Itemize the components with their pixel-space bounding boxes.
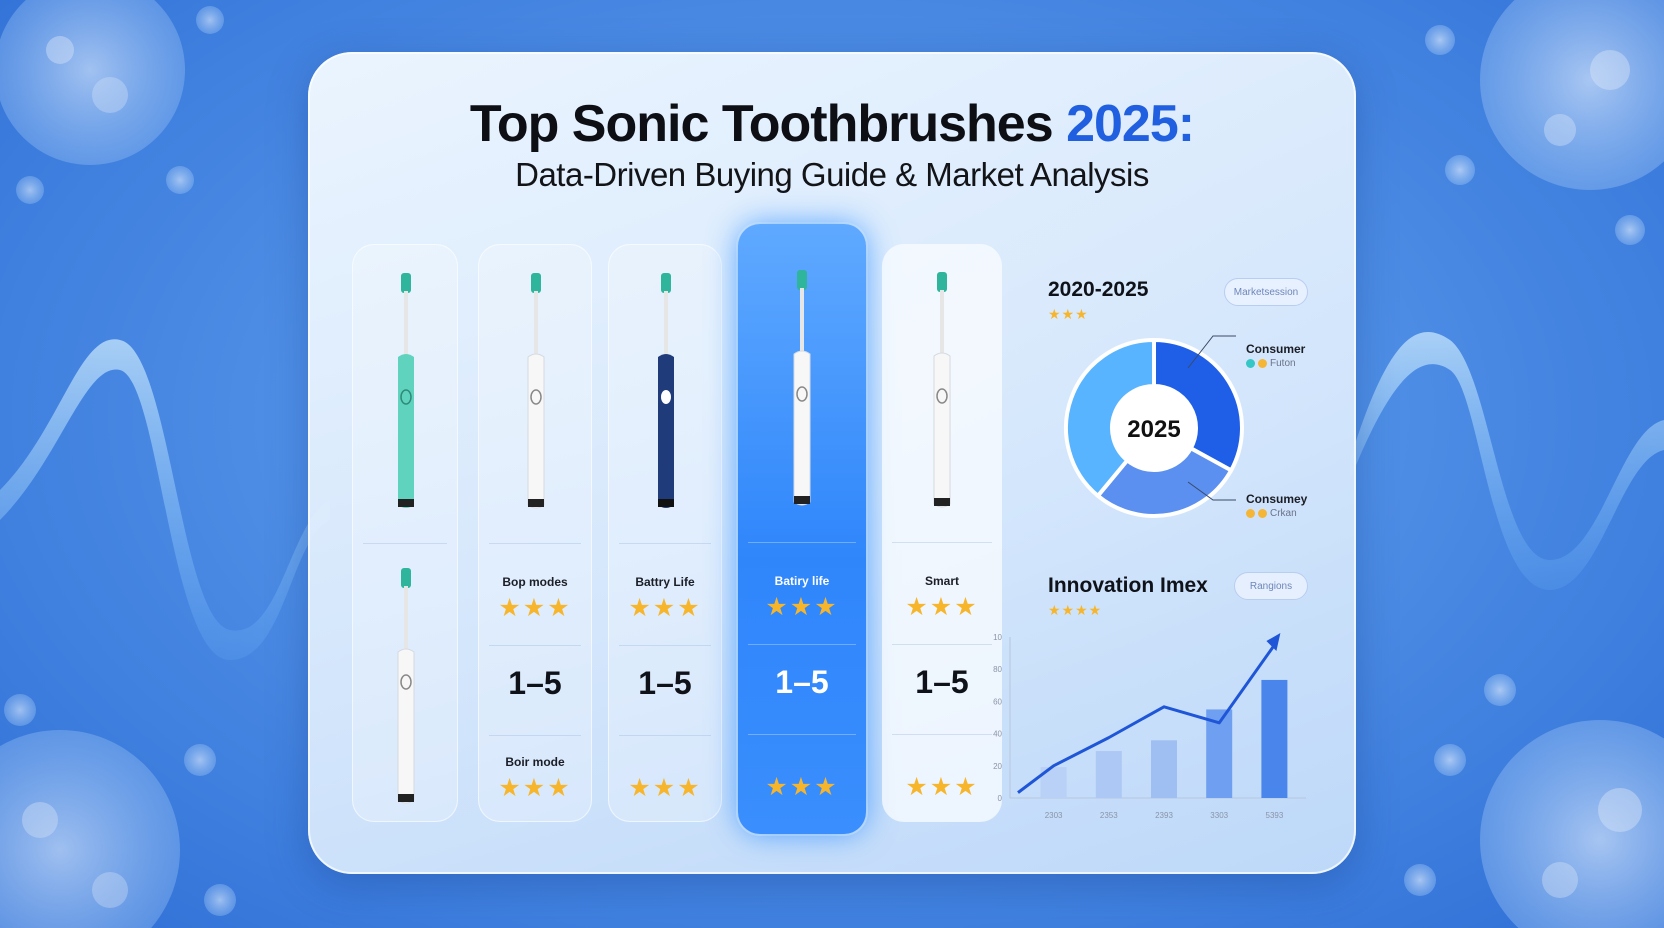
x-tick-label: 2353: [1100, 811, 1118, 820]
rating-range: 1–5: [775, 664, 829, 700]
feature-label: Bop modes: [502, 575, 568, 589]
rating-stars: ★★★: [905, 593, 979, 621]
y-tick-label: 80: [993, 665, 1002, 674]
toothbrush-white-icon: [527, 273, 545, 509]
virus-icon-top-right: [1425, 0, 1664, 245]
product-column-3[interactable]: Battry Life ★★★ 1–5 ★★★: [608, 244, 722, 822]
x-tick-label: 2303: [1045, 811, 1063, 820]
main-panel: Top Sonic Toothbrushes 2025: Data-Driven…: [308, 52, 1356, 874]
legend-leader-line: [1187, 481, 1236, 501]
rating-stars: ★★★: [628, 774, 702, 802]
legend-leader-line: [1187, 335, 1236, 369]
rating-stars: ★★★: [628, 594, 702, 622]
innovation-title: Innovation Imex: [1048, 574, 1208, 597]
page-subtitle: Data-Driven Buying Guide & Market Analys…: [515, 156, 1149, 193]
product-column-1[interactable]: [352, 244, 458, 822]
x-tick-label: 5393: [1266, 811, 1284, 820]
y-tick-label: 40: [993, 730, 1002, 739]
virus-icon-bottom-left: [0, 694, 236, 928]
legend-item-label: Consumey: [1246, 492, 1308, 506]
bar: [1095, 751, 1122, 798]
product-column-2[interactable]: Bop modes ★★★ 1–5 Boir mode ★★★: [478, 244, 592, 822]
toothbrush-white-icon: [397, 568, 415, 804]
legend-item-sublabel: Crkan: [1246, 508, 1297, 519]
sound-wave-left: [0, 339, 330, 660]
y-tick-label: 0: [998, 794, 1003, 803]
trend-line: [1017, 644, 1276, 794]
rating-stars: ★★★: [765, 773, 839, 801]
bar: [1151, 740, 1177, 798]
innovation-stars: ★★★★: [1048, 602, 1103, 618]
rating-stars: ★★★: [498, 594, 572, 622]
rating-stars: ★★★: [498, 774, 572, 802]
x-tick-label: 3303: [1210, 811, 1228, 820]
product-column-5[interactable]: Smart ★★★ 1–5 ★★★: [882, 244, 1002, 822]
innovation-pill[interactable]: Rangions: [1234, 572, 1308, 600]
toothbrush-teal-icon: [398, 273, 414, 508]
market-share-pill[interactable]: Marketsession: [1224, 278, 1308, 306]
rating-range: 1–5: [915, 664, 969, 700]
rating-range: 1–5: [508, 665, 562, 701]
feature-label: Batiry life: [774, 574, 830, 588]
page-title: Top Sonic Toothbrushes 2025:: [469, 95, 1195, 153]
virus-icon-bottom-right: [1404, 674, 1664, 928]
rating-stars: ★★★: [905, 773, 979, 801]
feature-label: Battry Life: [635, 575, 695, 589]
pie-slice: [1064, 337, 1156, 499]
y-tick-label: 20: [993, 762, 1002, 771]
rating-stars: ★★★: [765, 593, 839, 621]
toothbrush-white-icon: [793, 270, 811, 506]
rating-range: 1–5: [638, 665, 692, 701]
toothbrush-navy-icon: [658, 273, 674, 508]
legend-item-label: Consumer: [1246, 342, 1306, 356]
donut-center: [1112, 386, 1196, 470]
y-tick-label: 60: [993, 697, 1002, 706]
market-share-title: 2020-2025: [1048, 278, 1149, 301]
market-share-donut-chart: 2025: [1064, 335, 1244, 518]
legend-item-sublabel: Futon: [1246, 358, 1296, 369]
toothbrush-white-icon: [933, 272, 951, 508]
feature-label: Boir mode: [505, 755, 565, 769]
sound-wave-right: [1350, 332, 1664, 590]
market-share-stars: ★★★: [1048, 306, 1089, 322]
donut-center-label: 2025: [1127, 416, 1180, 443]
y-tick-label: 10: [993, 633, 1002, 642]
product-column-featured[interactable]: Batiry life ★★★ 1–5 ★★★: [738, 224, 866, 834]
virus-icon-top-left: [0, 0, 224, 204]
trend-arrow-icon: [1266, 633, 1281, 652]
innovation-bar-chart: 0 20 40 60 80 10 2303 2353 2393 3303 5393: [993, 633, 1306, 820]
bar: [1261, 679, 1288, 798]
feature-label: Smart: [924, 574, 959, 588]
x-tick-label: 2393: [1155, 811, 1173, 820]
